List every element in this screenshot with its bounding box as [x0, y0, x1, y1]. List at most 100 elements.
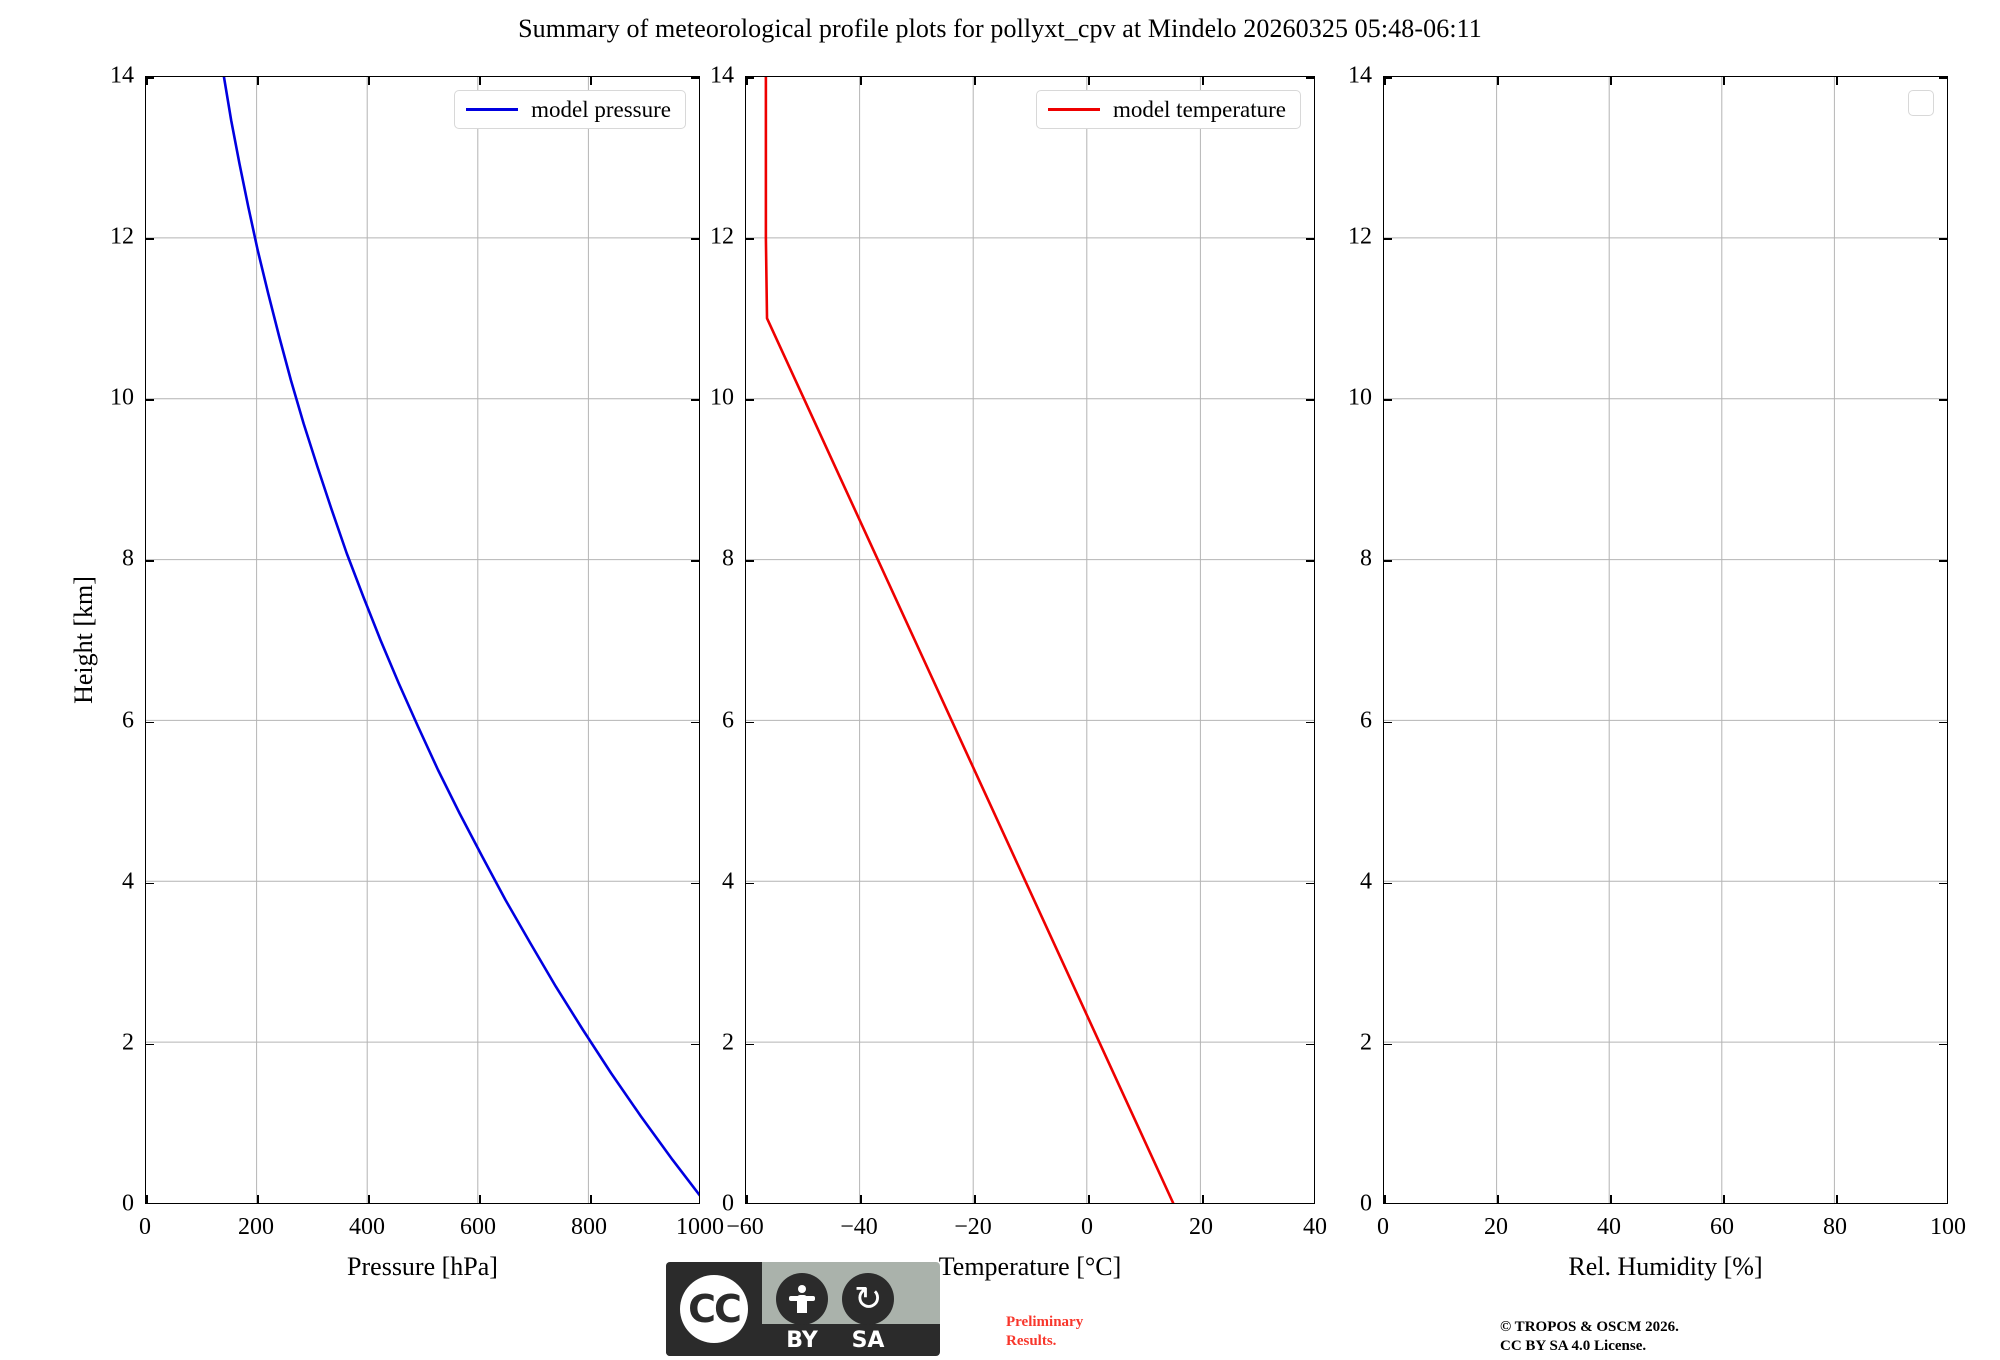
y-tick-mark: [691, 882, 699, 885]
y-tick-mark: [1384, 1043, 1392, 1046]
panel-humidity: Rel. Humidity [%] 0 2 4 6 8 10 12 14 0 20 40 60 80 10…: [1348, 63, 1966, 1282]
y-tick-label: 8: [722, 545, 734, 572]
y-tick-label: 0: [122, 1190, 134, 1217]
cc-license-badge: CC ↺ BY SA: [666, 1262, 940, 1356]
x-tick-label: 60: [1710, 1214, 1734, 1240]
x-tick-mark: [1202, 77, 1204, 85]
y-tick-label: 14: [110, 62, 134, 89]
temperature-curve: [746, 77, 1314, 1203]
x-tick-label: −20: [954, 1214, 992, 1240]
humidity-plot-area[interactable]: [1383, 76, 1948, 1204]
legend-temperature[interactable]: model temperature: [1035, 90, 1301, 129]
preliminary-line-2: Results.: [1006, 1332, 1057, 1349]
cc-icon: CC: [680, 1275, 748, 1343]
x-tick-label: 200: [238, 1214, 274, 1240]
x-tick-label: 20: [1484, 1214, 1508, 1240]
legend-pressure[interactable]: model pressure: [454, 90, 686, 129]
y-tick-label: 8: [122, 545, 134, 572]
y-tick-mark: [146, 882, 154, 885]
x-tick-label: 0: [1377, 1214, 1389, 1240]
y-tick-label: 6: [1360, 707, 1372, 734]
x-tick-mark: [1723, 77, 1725, 85]
y-tick-mark: [1939, 238, 1947, 240]
preliminary-line-1: Preliminary: [1006, 1314, 1084, 1330]
x-tick-label: 40: [1303, 1214, 1327, 1240]
y-tick-mark: [1384, 882, 1392, 885]
x-tick-mark: [1384, 77, 1386, 85]
cc-sa-label: SA: [851, 1328, 885, 1353]
pressure-plot-area[interactable]: [145, 76, 700, 1204]
y-tick-mark: [746, 721, 754, 724]
x-tick-mark: [746, 1195, 748, 1203]
preliminary-results-note: Preliminary Results.: [1006, 1313, 1083, 1351]
panel-temperature: model temperature Temperature [°C] 0 2 4 6 8…: [710, 63, 1327, 1282]
y-tick-label: 2: [722, 1029, 734, 1056]
y-tick-mark: [1384, 721, 1392, 724]
y-tick-label: 4: [122, 868, 134, 895]
y-tick-label: 10: [110, 384, 134, 411]
x-tick-mark: [1610, 77, 1612, 85]
y-tick-mark: [746, 77, 754, 79]
y-tick-mark: [1939, 560, 1947, 563]
y-tick-label: 12: [1348, 223, 1372, 250]
x-tick-mark: [146, 1195, 148, 1203]
y-tick-mark: [746, 399, 754, 401]
x-tick-mark: [146, 77, 148, 85]
legend-humidity[interactable]: [1908, 90, 1934, 116]
page-title: Summary of meteorological profile plots …: [518, 14, 1482, 43]
x-tick-mark: [368, 1195, 370, 1203]
y-tick-mark: [1384, 560, 1392, 563]
x-tick-mark: [1088, 1195, 1090, 1203]
x-tick-mark: [1088, 77, 1090, 85]
humidity-curve: [1384, 77, 1947, 1203]
x-tick-mark: [1497, 1195, 1499, 1203]
y-tick-label: 6: [122, 707, 134, 734]
x-tick-mark: [974, 1195, 976, 1203]
y-tick-mark: [691, 238, 699, 240]
x-tick-mark: [746, 77, 748, 85]
x-tick-mark: [860, 1195, 862, 1203]
y-tick-mark: [146, 721, 154, 724]
y-tick-label: 12: [710, 223, 734, 250]
y-tick-label: 8: [1360, 545, 1372, 572]
legend-swatch-model-pressure: [466, 108, 519, 111]
x-tick-mark: [1497, 77, 1499, 85]
y-tick-mark: [146, 1043, 154, 1046]
y-tick-mark: [1939, 882, 1947, 885]
y-tick-label: 4: [722, 868, 734, 895]
y-tick-label: 4: [1360, 868, 1372, 895]
y-tick-label: 6: [722, 707, 734, 734]
temperature-plot-area[interactable]: [745, 76, 1315, 1204]
x-tick-mark: [1610, 1195, 1612, 1203]
x-tick-mark: [257, 77, 259, 85]
y-tick-label: 10: [1348, 384, 1372, 411]
pressure-x-axis-label: Pressure [hPa]: [347, 1252, 498, 1281]
y-tick-mark: [746, 1043, 754, 1046]
y-tick-mark: [691, 560, 699, 563]
x-tick-mark: [257, 1195, 259, 1203]
x-tick-label: 0: [139, 1214, 151, 1240]
y-tick-mark: [746, 882, 754, 885]
x-tick-label: 80: [1823, 1214, 1847, 1240]
x-tick-label: −60: [726, 1214, 764, 1240]
share-alike-icon: ↺: [842, 1273, 894, 1325]
y-tick-mark: [1384, 238, 1392, 240]
legend-label-model-pressure: model pressure: [531, 97, 671, 122]
y-tick-label: 0: [1360, 1190, 1372, 1217]
legend-label-model-temperature: model temperature: [1112, 97, 1286, 122]
x-tick-mark: [860, 77, 862, 85]
y-tick-mark: [1306, 77, 1314, 79]
y-tick-mark: [691, 77, 699, 79]
y-tick-mark: [1306, 238, 1314, 240]
x-tick-mark: [590, 1195, 592, 1203]
y-tick-label: 10: [710, 384, 734, 411]
y-tick-mark: [1306, 560, 1314, 563]
x-tick-label: 100: [1930, 1214, 1966, 1240]
temperature-x-axis-label: Temperature [°C]: [938, 1252, 1122, 1281]
y-tick-label: 14: [710, 62, 734, 89]
y-tick-label: 12: [110, 223, 134, 250]
y-tick-mark: [1939, 721, 1947, 724]
y-tick-mark: [1306, 721, 1314, 724]
x-tick-mark: [1384, 1195, 1386, 1203]
y-tick-label: 0: [722, 1190, 734, 1217]
